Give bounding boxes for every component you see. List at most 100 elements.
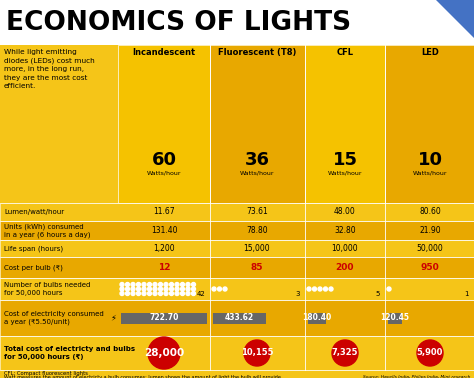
Text: Life span (hours): Life span (hours): [4, 245, 63, 252]
Circle shape: [175, 287, 179, 291]
Circle shape: [153, 287, 157, 291]
Text: Fluorescent (T8): Fluorescent (T8): [218, 48, 296, 57]
Circle shape: [126, 291, 129, 296]
Text: 12: 12: [158, 263, 170, 272]
FancyBboxPatch shape: [0, 257, 474, 278]
Text: 120.45: 120.45: [381, 313, 410, 322]
Text: 10,000: 10,000: [332, 244, 358, 253]
Text: 180.40: 180.40: [302, 313, 332, 322]
Text: 42: 42: [196, 291, 205, 297]
FancyBboxPatch shape: [0, 278, 474, 300]
Text: ⚡: ⚡: [110, 313, 116, 322]
Text: 50,000: 50,000: [417, 244, 443, 253]
FancyBboxPatch shape: [210, 45, 305, 203]
Circle shape: [244, 340, 270, 366]
FancyBboxPatch shape: [0, 221, 474, 240]
Text: 10: 10: [418, 151, 443, 169]
Circle shape: [120, 287, 124, 291]
Circle shape: [131, 287, 135, 291]
Circle shape: [164, 282, 168, 287]
Text: 48.00: 48.00: [334, 208, 356, 217]
Circle shape: [137, 282, 140, 287]
Circle shape: [191, 287, 195, 291]
Text: 28,000: 28,000: [144, 348, 184, 358]
Circle shape: [158, 287, 163, 291]
Text: 78.80: 78.80: [246, 226, 268, 235]
Circle shape: [147, 287, 152, 291]
Circle shape: [181, 291, 184, 296]
Text: Watt measures the amount of electricty a bulb consumes; lumen shows the amount o: Watt measures the amount of electricty a…: [4, 375, 283, 378]
Circle shape: [137, 291, 140, 296]
Text: CFL: Compact fluorescent lights: CFL: Compact fluorescent lights: [4, 371, 88, 376]
Text: 1,200: 1,200: [153, 244, 175, 253]
Text: Units (kWh) consumed
in a year (6 hours a day): Units (kWh) consumed in a year (6 hours …: [4, 223, 91, 238]
Text: 60: 60: [152, 151, 176, 169]
Circle shape: [312, 287, 317, 291]
Circle shape: [332, 340, 358, 366]
Text: 433.62: 433.62: [225, 313, 254, 322]
Text: 32.80: 32.80: [334, 226, 356, 235]
Text: 1: 1: [465, 291, 469, 297]
Text: 3: 3: [295, 291, 300, 297]
Text: 950: 950: [420, 263, 439, 272]
FancyBboxPatch shape: [0, 0, 474, 45]
Text: 10,155: 10,155: [241, 349, 273, 358]
FancyBboxPatch shape: [118, 45, 210, 203]
Circle shape: [318, 287, 322, 291]
Circle shape: [191, 291, 195, 296]
Text: CFL: CFL: [337, 48, 354, 57]
Text: 5: 5: [375, 291, 380, 297]
Circle shape: [164, 287, 168, 291]
Circle shape: [223, 287, 227, 291]
Text: 200: 200: [336, 263, 354, 272]
Text: 7,325: 7,325: [332, 349, 358, 358]
Circle shape: [212, 287, 216, 291]
Circle shape: [126, 282, 129, 287]
Circle shape: [329, 287, 333, 291]
Circle shape: [126, 287, 129, 291]
Circle shape: [175, 291, 179, 296]
Text: 15: 15: [332, 151, 357, 169]
Circle shape: [323, 287, 328, 291]
FancyBboxPatch shape: [121, 313, 207, 324]
Circle shape: [191, 282, 195, 287]
Circle shape: [170, 287, 173, 291]
Circle shape: [148, 337, 180, 369]
Circle shape: [170, 282, 173, 287]
FancyBboxPatch shape: [385, 45, 474, 203]
Circle shape: [164, 291, 168, 296]
FancyBboxPatch shape: [308, 313, 327, 324]
Text: While light emitting
diodes (LEDs) cost much
more, in the long run,
they are the: While light emitting diodes (LEDs) cost …: [4, 49, 95, 90]
Circle shape: [186, 291, 190, 296]
Text: Watts/hour: Watts/hour: [240, 170, 274, 175]
Circle shape: [307, 287, 311, 291]
Circle shape: [142, 287, 146, 291]
Circle shape: [417, 340, 443, 366]
Circle shape: [181, 287, 184, 291]
Text: 21.90: 21.90: [419, 226, 441, 235]
Text: Watts/hour: Watts/hour: [328, 170, 362, 175]
Text: Total cost of electricty and bulbs
for 50,000 hours (₹): Total cost of electricty and bulbs for 5…: [4, 346, 135, 360]
Text: 5,900: 5,900: [417, 349, 443, 358]
Text: Number of bulbs needed
for 50,000 hours: Number of bulbs needed for 50,000 hours: [4, 282, 91, 296]
Text: 80.60: 80.60: [419, 208, 441, 217]
Circle shape: [158, 291, 163, 296]
Circle shape: [218, 287, 221, 291]
Text: 131.40: 131.40: [151, 226, 177, 235]
Circle shape: [153, 282, 157, 287]
FancyBboxPatch shape: [0, 240, 474, 257]
Text: Watts/hour: Watts/hour: [147, 170, 181, 175]
Circle shape: [120, 282, 124, 287]
Text: 15,000: 15,000: [244, 244, 270, 253]
Text: Lumen/watt/hour: Lumen/watt/hour: [4, 209, 64, 215]
Text: Watts/hour: Watts/hour: [413, 170, 447, 175]
Circle shape: [175, 282, 179, 287]
Text: Cost of electricity consumed
a year (₹5.50/unit): Cost of electricity consumed a year (₹5.…: [4, 311, 104, 325]
FancyBboxPatch shape: [0, 300, 474, 336]
Circle shape: [147, 282, 152, 287]
Text: 85: 85: [251, 263, 263, 272]
Text: 11.67: 11.67: [153, 208, 175, 217]
Circle shape: [147, 291, 152, 296]
Text: LED: LED: [421, 48, 439, 57]
Circle shape: [181, 282, 184, 287]
